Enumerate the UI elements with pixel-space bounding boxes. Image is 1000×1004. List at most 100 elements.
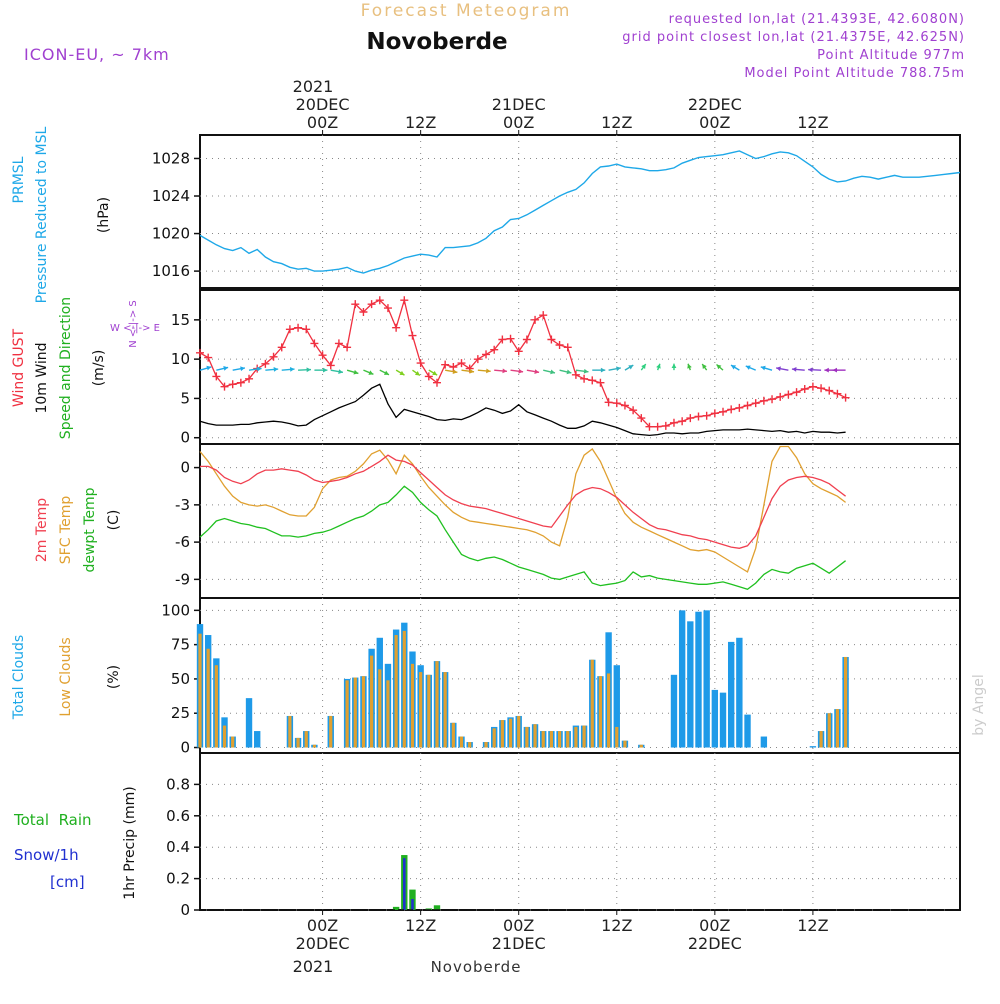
wind-direction-arrow: [510, 368, 524, 374]
wind-gust-marker: [800, 385, 809, 393]
total-cloud-bar: [711, 689, 719, 748]
point-altitude: Point Altitude 977m: [817, 48, 965, 63]
low-cloud-bar: [222, 725, 227, 748]
wind-gust-marker: [318, 351, 327, 360]
wind-gust-marker: [261, 359, 270, 368]
wind-gust-marker: [808, 382, 817, 391]
low-cloud-bar: [468, 742, 472, 748]
xtick-label-bottom: 00Z: [503, 916, 534, 935]
wind-gust-marker: [482, 350, 491, 359]
low-cloud-bar: [459, 736, 464, 748]
rain-bar: [392, 906, 400, 910]
wind-gust-marker: [473, 355, 482, 364]
wind-gust-marker: [514, 347, 523, 356]
ytick-label: 25: [171, 704, 190, 722]
low-cloud-bar: [370, 655, 374, 748]
wind-gust-marker: [449, 363, 458, 371]
wind-gust-marker: [400, 296, 409, 305]
ytick-label: 0.2: [166, 870, 190, 888]
wind-gust-marker: [833, 389, 842, 398]
p1-unit: (hPa): [96, 197, 112, 233]
credit-watermark: by Angel: [971, 674, 987, 735]
total-cloud-bar: [687, 621, 694, 748]
low-cloud-bar: [329, 715, 333, 748]
low-cloud-bar: [639, 744, 643, 748]
wind-gust-marker: [637, 414, 646, 423]
wind-direction-arrow: [543, 369, 556, 375]
wind-gust-marker: [302, 325, 311, 334]
wind-direction-arrow: [412, 369, 421, 377]
low-cloud-bar: [402, 630, 406, 748]
low-cloud-bar: [582, 725, 586, 748]
total-cloud-bar: [678, 610, 686, 748]
low-cloud-bar: [517, 715, 521, 748]
low-cloud-bar: [574, 726, 578, 748]
footer-station: Novoberde: [431, 958, 522, 976]
total-cloud-bar: [670, 674, 678, 748]
p2-label-direction: Speed and Direction: [58, 297, 74, 439]
xdate-label-top: 22DEC: [688, 95, 742, 114]
wind-gust-marker: [547, 335, 556, 344]
wind-direction-arrow: [575, 368, 589, 374]
wind-direction-arrow: [330, 369, 344, 374]
2m-temp-line: [200, 454, 846, 549]
wind-gust-marker: [735, 403, 744, 412]
low-cloud-bar: [353, 677, 357, 748]
low-cloud-bar: [206, 648, 210, 748]
total-cloud-bar: [760, 736, 768, 748]
total-cloud-bar: [727, 641, 735, 748]
total-cloud-bar: [703, 610, 710, 748]
wind-direction-arrow: [656, 363, 661, 371]
ytick-label: 0.6: [166, 807, 190, 825]
wind-gust-marker: [220, 382, 229, 391]
wind-gust-marker: [686, 414, 695, 423]
wind-gust-marker: [539, 311, 548, 320]
wind-direction-arrow: [232, 366, 246, 372]
low-cloud-bar: [623, 740, 627, 748]
wind-gust-marker: [653, 422, 662, 431]
wind-gust-marker: [522, 335, 531, 344]
ytick-label: 10: [171, 350, 190, 368]
wind-gust-marker: [212, 372, 221, 381]
xtick-label-bottom: 00Z: [307, 916, 338, 935]
p4-label-low: Low Clouds: [58, 637, 74, 716]
low-cloud-bar: [500, 720, 504, 748]
wind-gust-marker: [367, 300, 376, 309]
wind-gust-marker: [596, 378, 605, 387]
p2-label-wind: 10m Wind: [34, 342, 50, 413]
requested-coords: requested lon,lat (21.4393E, 42.6080N): [669, 12, 965, 27]
wind-gust-marker: [563, 343, 572, 352]
wind-gust-marker: [841, 393, 850, 402]
wind-direction-arrow: [363, 369, 374, 375]
plot-layer: 1016 1020 1024 1028 0 5 10 15 -9 -6 -3 0 0 25 50 75 100 0…: [152, 95, 961, 953]
ytick-label: 1020: [152, 225, 190, 243]
wind-direction-arrow: [265, 367, 279, 372]
wind-direction-arrow: [559, 369, 572, 375]
wind-gust-marker: [285, 325, 294, 334]
xtick-label-bottom: 12Z: [601, 916, 632, 935]
total-cloud-bar: [719, 692, 727, 748]
wind-gust-marker: [294, 323, 303, 332]
xdate-label-bottom: 21DEC: [492, 934, 546, 953]
low-cloud-bar: [827, 713, 831, 748]
ytick-label: 0: [180, 739, 190, 757]
total-cloud-bar: [695, 611, 702, 748]
low-cloud-bar: [296, 737, 300, 748]
p3-label-2m: 2m Temp: [34, 498, 50, 562]
ytick-label: 5: [180, 389, 190, 407]
p4-label-total: Total Clouds: [11, 635, 27, 720]
rain-bar: [433, 905, 441, 910]
ytick-label: 0: [180, 459, 190, 477]
rain-bar: [425, 908, 433, 910]
xtick-label-top: 00Z: [503, 113, 534, 132]
wind-direction-arrow: [832, 367, 846, 373]
low-cloud-bar: [394, 635, 398, 748]
p2-label-gust: Wind GUST: [11, 328, 27, 407]
low-cloud-bar: [508, 718, 513, 748]
p1-label-pressure: Pressure Reduced to MSL: [34, 126, 50, 303]
wind-direction-arrow: [248, 366, 262, 372]
low-cloud-bar: [541, 731, 545, 748]
xdate-label-bottom: 20DEC: [296, 934, 350, 953]
